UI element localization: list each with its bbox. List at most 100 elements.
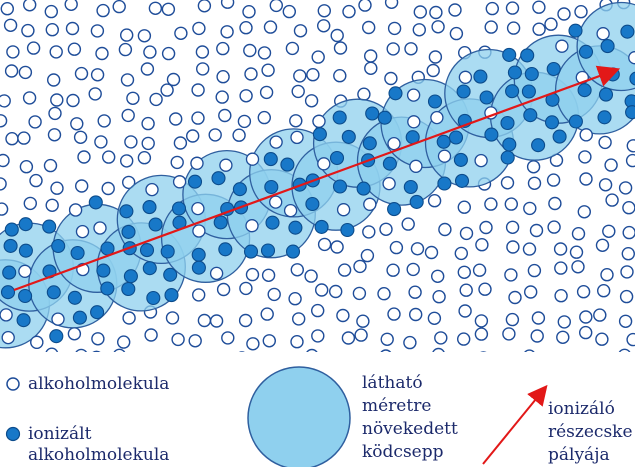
ionized-molecule [341,129,356,144]
alcohol-molecule [290,263,304,277]
alcohol-molecule [315,283,329,297]
alcohol-molecule [293,24,308,38]
alcohol-molecule [209,314,224,328]
alcohol-molecule [426,63,440,78]
alcohol-molecule [532,22,546,36]
alcohol-molecule [3,18,18,32]
alcohol-molecule [527,176,542,191]
alcohol-molecule [557,7,571,21]
alcohol-molecule [526,160,541,174]
alcohol-molecule [269,195,283,209]
alcohol-molecule [216,69,230,84]
alcohol-molecule [232,128,246,142]
alcohol-molecule [504,197,518,211]
alcohol-molecule [457,200,471,214]
alcohol-molecule [311,303,325,318]
alcohol-molecule [438,222,452,237]
alcohol-molecule [290,335,304,349]
track-legend-arrow [482,384,548,465]
alcohol-molecule [73,130,88,145]
ionized-molecule [437,176,452,191]
alcohol-molecule [282,4,296,19]
alcohol-molecule [0,177,7,191]
alcohol-molecule [505,1,520,15]
alcohol-molecule [424,245,439,260]
alcohol-molecule [619,289,634,304]
alcohol-molecule [524,285,538,299]
alcohol-molecule [389,240,404,255]
track-legend-label-2: részecske [548,422,633,442]
droplet-legend-label-1: látható [362,373,423,393]
alcohol-molecule [257,110,271,125]
alcohol-molecule [90,68,105,82]
alcohol-molecule [337,263,352,277]
alcohol-molecule [95,46,109,61]
alcohol-molecule [269,135,283,149]
alcohol-molecule [121,175,136,190]
alcohol-molecule [577,205,591,219]
alcohol-molecule [246,337,260,351]
alcohol-molecule [336,203,351,217]
alcohol-molecule [263,354,275,366]
alcohol-molecule [579,172,593,186]
alcohol-molecule [353,259,367,274]
alcohol-molecule [406,262,420,277]
alcohol-molecule [185,129,200,143]
alcohol-molecule [209,266,224,281]
alcohol-molecule [579,325,593,340]
ionized-molecule [146,290,161,306]
ionized-molecule [454,173,470,188]
ionized-molecule [484,127,499,142]
alcohol-molecule [553,242,568,256]
alcohol-molecule [622,201,635,215]
alcohol-molecule [622,225,635,240]
ionized-molecule [121,281,136,297]
alcohol-molecule [165,311,180,325]
alcohol-molecule [410,242,425,256]
ionized-legend-label-2: alkoholmolekula [28,445,170,465]
alcohol-molecule [427,193,442,208]
alcohol-molecule [317,19,331,33]
alcohol-molecule [126,91,140,106]
alcohol-molecule [557,315,571,329]
alcohol-molecule [113,348,126,352]
alcohol-molecule [215,90,229,104]
alcohol-molecule [0,114,8,128]
alcohol-molecule [531,311,546,325]
alcohol-molecule [75,348,87,352]
alcohol-molecule [432,347,445,352]
alcohol-molecule [220,0,235,9]
alcohol-molecule [243,43,257,58]
alcohol-molecule [283,203,298,218]
alcohol-molecule [364,49,378,63]
alcohol-molecule [578,359,590,371]
alcohol-molecule [238,351,245,352]
alcohol-molecule [500,176,515,190]
alcohol-molecule [267,287,281,302]
alcohol-molecule [386,263,400,277]
alcohol-molecule [387,21,402,36]
alcohol-molecule [218,355,230,367]
ionized-molecule [500,115,515,131]
alcohol-molecule [352,286,367,301]
alcohol-molecule [408,285,422,299]
ionized-molecule [523,108,538,123]
ionized-molecule [456,84,471,99]
alcohol-molecule [312,114,326,128]
ionized-molecule [332,179,348,194]
alcohol-molecule [578,150,592,164]
ionized-molecule [436,134,451,149]
alcohol-molecule [45,198,59,213]
ionized-molecule [191,247,206,262]
alcohol-molecule [458,70,473,84]
alcohol-molecule [428,50,443,64]
alcohol-molecule [122,311,136,325]
alcohol-molecule [317,4,331,18]
ionized-molecule [218,242,233,257]
ionized-molecule [620,24,635,39]
alcohol-molecule [625,153,635,168]
alcohol-molecule [263,20,278,34]
alcohol-molecule [604,158,618,172]
ionized-molecule [4,222,19,237]
